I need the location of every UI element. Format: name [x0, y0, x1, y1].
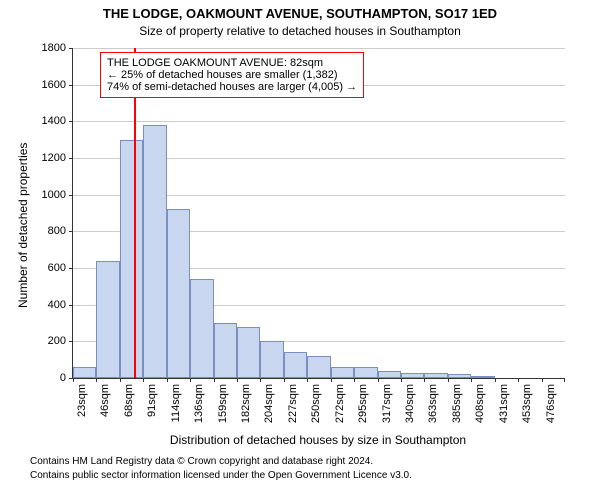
y-tick-mark: [69, 85, 73, 86]
y-tick-label: 800: [32, 225, 66, 237]
x-tick-mark: [284, 378, 285, 382]
x-tick-label: 453sqm: [521, 384, 533, 438]
grid-line: [73, 48, 565, 49]
x-tick-mark: [260, 378, 261, 382]
x-tick-mark: [518, 378, 519, 382]
x-tick-mark: [214, 378, 215, 382]
y-tick-label: 1000: [32, 189, 66, 201]
x-tick-mark: [331, 378, 332, 382]
x-tick-mark: [424, 378, 425, 382]
chart-title: THE LODGE, OAKMOUNT AVENUE, SOUTHAMPTON,…: [0, 6, 600, 21]
x-tick-mark: [354, 378, 355, 382]
legend-line: 74% of semi-detached houses are larger (…: [107, 81, 357, 93]
x-tick-mark: [120, 378, 121, 382]
x-tick-label: 91sqm: [146, 384, 158, 438]
histogram-bar: [471, 376, 494, 378]
histogram-bar: [73, 367, 96, 378]
footer-line: Contains public sector information licen…: [30, 470, 412, 481]
x-tick-label: 408sqm: [474, 384, 486, 438]
histogram-bar: [307, 356, 330, 378]
x-tick-label: 476sqm: [545, 384, 557, 438]
x-tick-mark: [542, 378, 543, 382]
x-tick-mark: [96, 378, 97, 382]
y-tick-label: 600: [32, 262, 66, 274]
x-tick-mark: [471, 378, 472, 382]
x-tick-label: 250sqm: [310, 384, 322, 438]
y-tick-label: 1400: [32, 115, 66, 127]
y-tick-label: 1600: [32, 79, 66, 91]
y-tick-mark: [69, 158, 73, 159]
x-tick-mark: [190, 378, 191, 382]
x-tick-label: 136sqm: [193, 384, 205, 438]
histogram-bar: [96, 261, 119, 378]
footer-line: Contains HM Land Registry data © Crown c…: [30, 456, 373, 467]
histogram-bar: [143, 125, 166, 378]
histogram-bar: [284, 352, 307, 378]
y-tick-mark: [69, 48, 73, 49]
x-tick-label: 182sqm: [240, 384, 252, 438]
x-tick-mark: [167, 378, 168, 382]
legend-line: ← 25% of detached houses are smaller (1,…: [107, 69, 357, 81]
x-tick-label: 227sqm: [287, 384, 299, 438]
x-tick-mark: [237, 378, 238, 382]
y-tick-mark: [69, 268, 73, 269]
y-tick-mark: [69, 121, 73, 122]
y-tick-label: 0: [32, 372, 66, 384]
x-tick-label: 317sqm: [381, 384, 393, 438]
y-axis-label: Number of detached properties: [16, 288, 30, 308]
histogram-bar: [448, 374, 471, 378]
x-tick-label: 431sqm: [498, 384, 510, 438]
x-tick-label: 68sqm: [123, 384, 135, 438]
x-tick-label: 159sqm: [217, 384, 229, 438]
x-tick-mark: [564, 378, 565, 382]
x-tick-mark: [307, 378, 308, 382]
histogram-bar: [331, 367, 354, 378]
histogram-bar: [378, 371, 401, 378]
y-tick-mark: [69, 231, 73, 232]
grid-line: [73, 121, 565, 122]
histogram-bar: [214, 323, 237, 378]
histogram-bar: [401, 373, 424, 379]
y-tick-mark: [69, 305, 73, 306]
x-tick-mark: [448, 378, 449, 382]
y-tick-label: 400: [32, 299, 66, 311]
y-tick-label: 200: [32, 335, 66, 347]
histogram-bar: [190, 279, 213, 378]
y-tick-mark: [69, 341, 73, 342]
y-tick-mark: [69, 195, 73, 196]
x-tick-mark: [378, 378, 379, 382]
x-tick-label: 295sqm: [357, 384, 369, 438]
x-tick-mark: [143, 378, 144, 382]
histogram-bar: [167, 209, 190, 378]
x-tick-mark: [495, 378, 496, 382]
x-tick-label: 46sqm: [99, 384, 111, 438]
histogram-bar: [237, 327, 260, 378]
histogram-bar: [120, 140, 143, 378]
histogram-bar: [260, 341, 283, 378]
chart-subtitle: Size of property relative to detached ho…: [0, 24, 600, 38]
x-tick-label: 363sqm: [427, 384, 439, 438]
legend-line: THE LODGE OAKMOUNT AVENUE: 82sqm: [107, 57, 357, 69]
y-tick-label: 1200: [32, 152, 66, 164]
histogram-bar: [354, 367, 377, 378]
legend-box: THE LODGE OAKMOUNT AVENUE: 82sqm ← 25% o…: [100, 52, 364, 98]
x-tick-label: 272sqm: [334, 384, 346, 438]
y-tick-label: 1800: [32, 42, 66, 54]
x-tick-label: 23sqm: [76, 384, 88, 438]
x-tick-label: 114sqm: [170, 384, 182, 438]
x-tick-label: 385sqm: [451, 384, 463, 438]
x-tick-mark: [73, 378, 74, 382]
histogram-bar: [424, 373, 447, 379]
x-tick-mark: [401, 378, 402, 382]
x-tick-label: 340sqm: [404, 384, 416, 438]
chart-container: THE LODGE, OAKMOUNT AVENUE, SOUTHAMPTON,…: [0, 0, 600, 500]
x-tick-label: 204sqm: [263, 384, 275, 438]
